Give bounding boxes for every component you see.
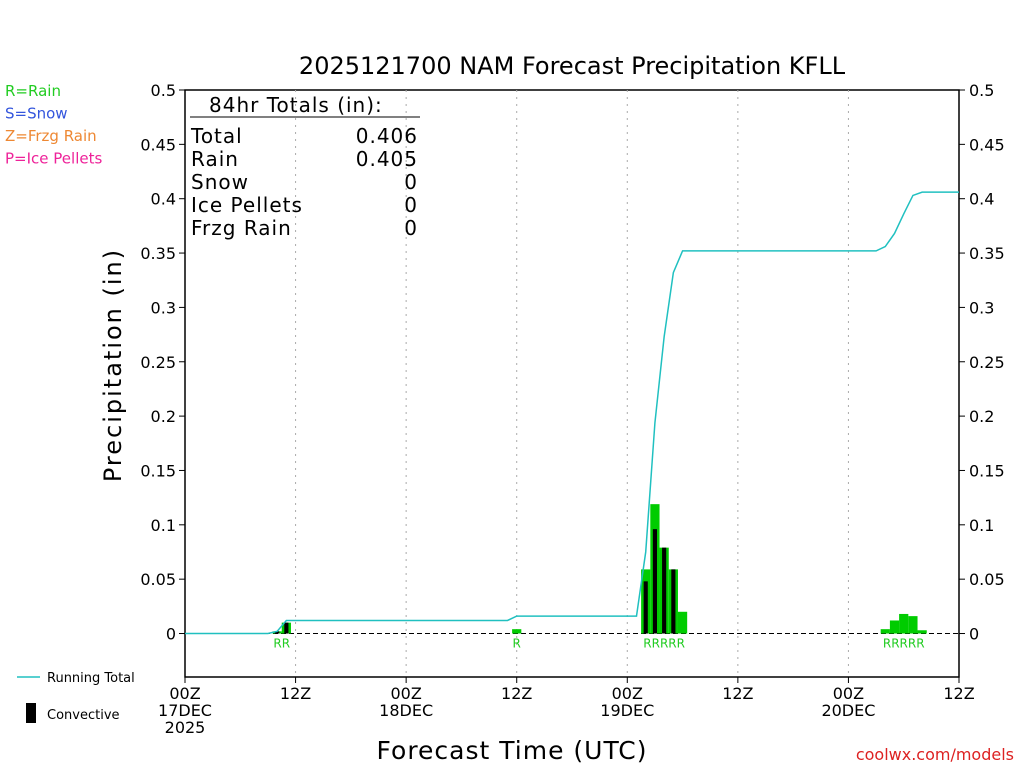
x-tick-label: 12Z [722, 684, 753, 703]
x-tick-label: 18DEC [379, 701, 433, 720]
y-tick-label-left: 0.2 [151, 407, 176, 426]
chart-title: 2025121700 NAM Forecast Precipitation KF… [299, 52, 846, 80]
totals-row-value: 0 [404, 193, 418, 217]
totals-row-value: 0.406 [356, 124, 418, 148]
convective-legend-label: Convective [47, 708, 120, 723]
credit-link[interactable]: coolwx.com/models [856, 745, 1014, 764]
y-tick-label-left: 0.3 [151, 298, 176, 317]
convective-legend-swatch [26, 703, 36, 723]
totals-row-value: 0 [404, 170, 418, 194]
convective-bar [652, 529, 658, 634]
type-legend-item: S=Snow [5, 105, 68, 123]
y-tick-label-right: 0.05 [969, 570, 1005, 589]
y-tick-label-left: 0.5 [151, 81, 176, 100]
y-tick-label-left: 0.45 [140, 135, 176, 154]
running-total-line [185, 191, 959, 635]
convective-bar [643, 581, 648, 634]
plot-frame [184, 89, 960, 678]
total-precip-bar [889, 620, 900, 634]
convective-bar [671, 569, 676, 634]
totals-row-label: Total [190, 124, 243, 148]
totals-header: 84hr Totals (in): [209, 93, 383, 117]
y-axis-right: 0 0.05 0.1 0.15 0.2 0.25 0.3 0.35 0.4 0.45 0.5 [959, 81, 1005, 644]
y-tick-label-left: 0.05 [140, 570, 176, 589]
y-tick-label-right: 0.45 [969, 135, 1005, 154]
precip-type-label: RR [273, 637, 290, 651]
totals-box: 84hr Totals (in): Total 0.406 Rain 0.405 Sno… [190, 93, 420, 240]
x-tick-label: 2025 [165, 718, 206, 737]
y-tick-label-left: 0 [166, 625, 176, 644]
type-legend-item: R=Rain [5, 82, 61, 100]
x-axis-label: Forecast Time (UTC) [377, 736, 648, 765]
totals-row-label: Frzg Rain [191, 216, 292, 240]
total-precip-bar [880, 629, 890, 634]
y-tick-label-left: 0.1 [151, 516, 176, 535]
y-axis-left: 0 0.05 0.1 0.15 0.2 0.25 0.3 0.35 0.4 0.45 0.5 [140, 81, 185, 644]
running-total-legend-label: Running Total [47, 671, 135, 686]
y-tick-label-left: 0.25 [140, 353, 176, 372]
y-tick-label-left: 0.4 [151, 190, 176, 209]
y-tick-label-left: 0.15 [140, 461, 176, 480]
type-legend-item: Z=Frzg Rain [5, 127, 97, 145]
x-tick-label: 17DEC [158, 701, 212, 720]
totals-row-label: Snow [191, 170, 249, 194]
total-precip-bar [512, 629, 522, 634]
y-tick-label-right: 0.15 [969, 461, 1005, 480]
x-tick-label: 00Z [169, 684, 200, 703]
precip-type-label: RRRRR [883, 637, 925, 651]
total-precip-bar [899, 613, 909, 634]
y-tick-label-right: 0 [969, 625, 979, 644]
precip-type-legend: R=Rain S=Snow Z=Frzg Rain P=Ice Pellets [5, 82, 102, 168]
y-tick-label-right: 0.3 [969, 298, 994, 317]
totals-row-value: 0.405 [356, 147, 418, 171]
x-tick-label: 19DEC [600, 701, 654, 720]
precip-type-label: RRRRR [643, 637, 685, 651]
x-tick-label: 20DEC [821, 701, 875, 720]
x-tick-label: 00Z [833, 684, 864, 703]
total-precip-bar [917, 630, 927, 634]
x-tick-label: 12Z [943, 684, 974, 703]
y-tick-label-right: 0.35 [969, 244, 1005, 263]
totals-row-label: Rain [191, 147, 239, 171]
convective-bar [275, 631, 280, 634]
totals-row-value: 0 [404, 216, 418, 240]
x-tick-label: 12Z [280, 684, 311, 703]
convective-bar [662, 547, 667, 634]
gridlines [295, 90, 849, 677]
y-tick-label-right: 0.2 [969, 407, 994, 426]
totals-row-label: Ice Pellets [191, 193, 303, 217]
y-axis-label: Precipitation (in) [99, 248, 127, 482]
x-tick-label: 00Z [390, 684, 421, 703]
type-legend-item: P=Ice Pellets [5, 150, 102, 168]
convective-bar [284, 622, 289, 634]
total-precip-bars [272, 504, 927, 634]
total-precip-bar [908, 616, 918, 634]
x-tick-label: 00Z [612, 684, 643, 703]
y-tick-label-right: 0.4 [969, 190, 994, 209]
convective-bars [275, 529, 676, 634]
y-tick-label-right: 0.5 [969, 81, 994, 100]
precip-type-label: R [513, 637, 521, 651]
precip-type-labels: RR R RRRRR RRRRR [273, 637, 924, 651]
total-precip-bar [677, 611, 688, 634]
x-tick-label: 12Z [501, 684, 532, 703]
series-legend: Running Total Convective [17, 671, 135, 723]
y-tick-label-right: 0.1 [969, 516, 994, 535]
y-tick-label-left: 0.35 [140, 244, 176, 263]
y-tick-label-right: 0.25 [969, 353, 1005, 372]
